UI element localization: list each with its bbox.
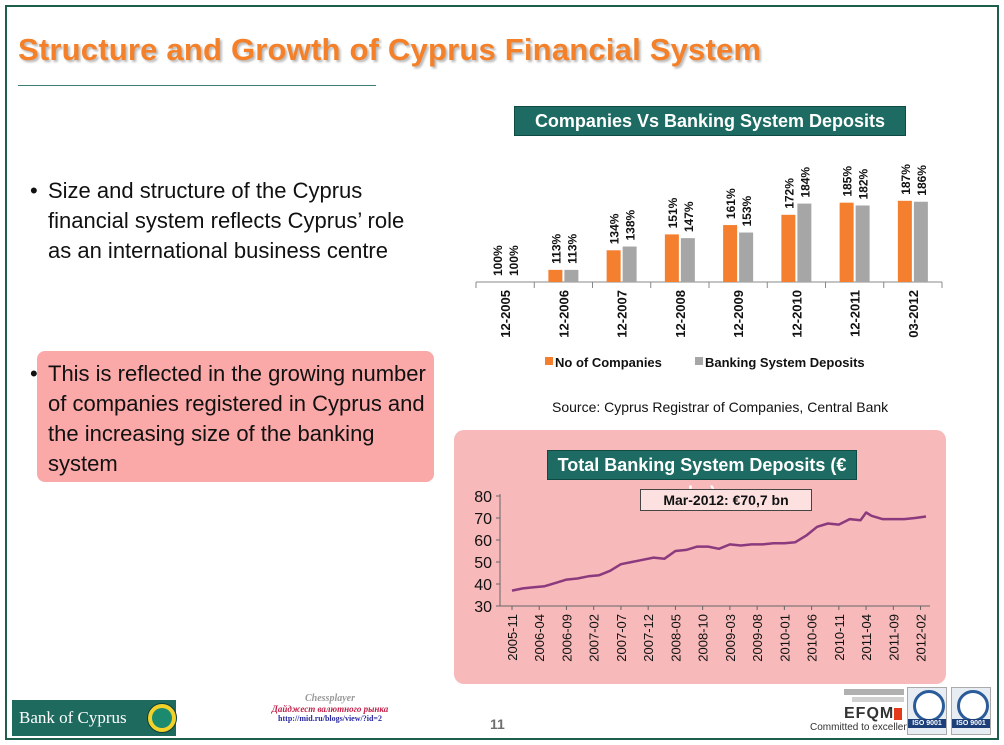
data-label: 100% [491, 245, 505, 276]
bar-deposits [797, 203, 812, 282]
y-tick-label: 40 [474, 577, 492, 594]
slide-title: Structure and Growth of Cyprus Financial… [18, 32, 762, 67]
bar-chart-title: Companies Vs Banking System Deposits [514, 106, 906, 136]
bar-deposits [680, 238, 695, 282]
x-tick-label: 12-2007 [615, 290, 630, 338]
iso-label: ISO 9001 [908, 719, 946, 728]
line-chart-annotation: Mar-2012: €70,7 bn [640, 489, 812, 511]
legend-swatch [545, 357, 553, 365]
chart-source: Source: Cyprus Registrar of Companies, C… [552, 399, 889, 415]
x-tick-label: 2011-04 [859, 614, 874, 661]
y-tick-label: 70 [474, 511, 492, 528]
bar-chart: 100% 100% 12-2005 113% 113% 12-2006 134% 138% 12… [475, 164, 943, 370]
watermark-line-3: http://mid.ru/blogs/view/?id=2 [278, 714, 382, 723]
y-tick-label: 30 [474, 599, 492, 616]
bullet-glyph: • [30, 178, 38, 203]
bar-companies [781, 214, 796, 282]
x-tick-label: 12-2010 [789, 290, 804, 338]
x-tick-label: 2010-01 [777, 614, 792, 662]
x-tick-label: 12-2005 [498, 290, 513, 338]
line-chart-title: Total Banking System Deposits (€ bn) [547, 450, 857, 503]
data-label: 153% [740, 196, 754, 227]
data-label: 134% [608, 213, 622, 244]
data-label: 187% [899, 164, 913, 195]
x-tick-label: 2010-06 [805, 614, 820, 662]
bullet-point-1: • Size and structure of the Cyprus finan… [30, 176, 428, 266]
data-label: 186% [915, 165, 929, 196]
bar-deposits [855, 205, 870, 282]
legend-swatch [695, 357, 703, 365]
x-tick-label: 2006-04 [532, 614, 547, 662]
deposits-line [511, 511, 927, 592]
data-label: 161% [724, 188, 738, 219]
data-label: 185% [841, 166, 855, 197]
data-label: 113% [565, 234, 579, 264]
data-label: 182% [857, 168, 871, 199]
x-tick-label: 2009-03 [723, 614, 738, 662]
watermark: Chessplayer Дайджест валютного рынка htt… [264, 694, 396, 724]
title-divider [18, 85, 376, 86]
efqm-tagline: Committed to excellence [810, 722, 920, 733]
x-tick-label: 2007-07 [614, 614, 629, 662]
bar-deposits [913, 201, 928, 282]
data-label: 172% [782, 178, 796, 209]
x-tick-label: 12-2008 [673, 290, 688, 338]
seal-icon [147, 703, 177, 733]
iso-certification-badge: ISO 9001 [951, 687, 991, 735]
bar-companies [723, 225, 738, 282]
bar-companies [897, 200, 912, 282]
y-tick-label: 80 [474, 489, 492, 506]
bar-deposits [564, 269, 579, 282]
x-tick-label: 2005-11 [505, 614, 520, 661]
x-tick-label: 12-2009 [731, 290, 746, 338]
x-tick-label: 2007-02 [587, 614, 602, 662]
page-number: 11 [490, 716, 505, 732]
highlight-box [37, 351, 434, 482]
x-tick-label: 2007-12 [641, 614, 656, 662]
x-tick-label: 2008-10 [696, 614, 711, 662]
x-tick-label: 12-2006 [556, 290, 571, 338]
efqm-logo: EFQM Committed to excellence [808, 689, 920, 735]
data-label: 184% [798, 167, 812, 198]
bullet-point-2: • This is reflected in the growing numbe… [30, 359, 428, 479]
bullet-text-1: Size and structure of the Cyprus financi… [48, 178, 405, 263]
x-tick-label: 2010-11 [832, 614, 847, 661]
bar-deposits [622, 246, 637, 282]
bank-name: Bank of Cyprus [19, 708, 127, 727]
bar-deposits [739, 232, 754, 282]
x-tick-label: 2009-08 [750, 614, 765, 662]
data-label: 147% [682, 201, 696, 232]
iso-certification-badge: ISO 9001 [907, 687, 947, 735]
bar-companies [664, 234, 679, 282]
data-label: 100% [507, 245, 521, 276]
legend-label: No of Companies [555, 355, 662, 370]
bar-companies [548, 269, 563, 282]
y-tick-label: 60 [474, 533, 492, 550]
data-label: 138% [624, 210, 638, 241]
x-tick-label: 2006-09 [559, 614, 574, 662]
iso-label: ISO 9001 [952, 719, 990, 728]
data-label: 151% [666, 197, 680, 228]
watermark-line-1: Chessplayer [305, 693, 355, 704]
x-tick-label: 12-2011 [848, 290, 863, 337]
bullet-text-2: This is reflected in the growing number … [48, 361, 426, 476]
legend-label: Banking System Deposits [705, 355, 865, 370]
x-tick-label: 2012-02 [914, 614, 929, 662]
x-tick-label: 03-2012 [906, 290, 921, 338]
bar-companies [606, 250, 621, 282]
bank-logo: Bank of Cyprus [12, 700, 177, 736]
data-label: 113% [549, 234, 563, 264]
x-tick-label: 2011-09 [886, 614, 901, 661]
bullet-glyph: • [30, 361, 38, 386]
efqm-word: EFQM [844, 705, 895, 722]
watermark-line-2: Дайджест валютного рынка [271, 704, 389, 714]
y-tick-label: 50 [474, 555, 492, 572]
x-tick-label: 2008-05 [668, 614, 683, 662]
bar-companies [839, 202, 854, 282]
